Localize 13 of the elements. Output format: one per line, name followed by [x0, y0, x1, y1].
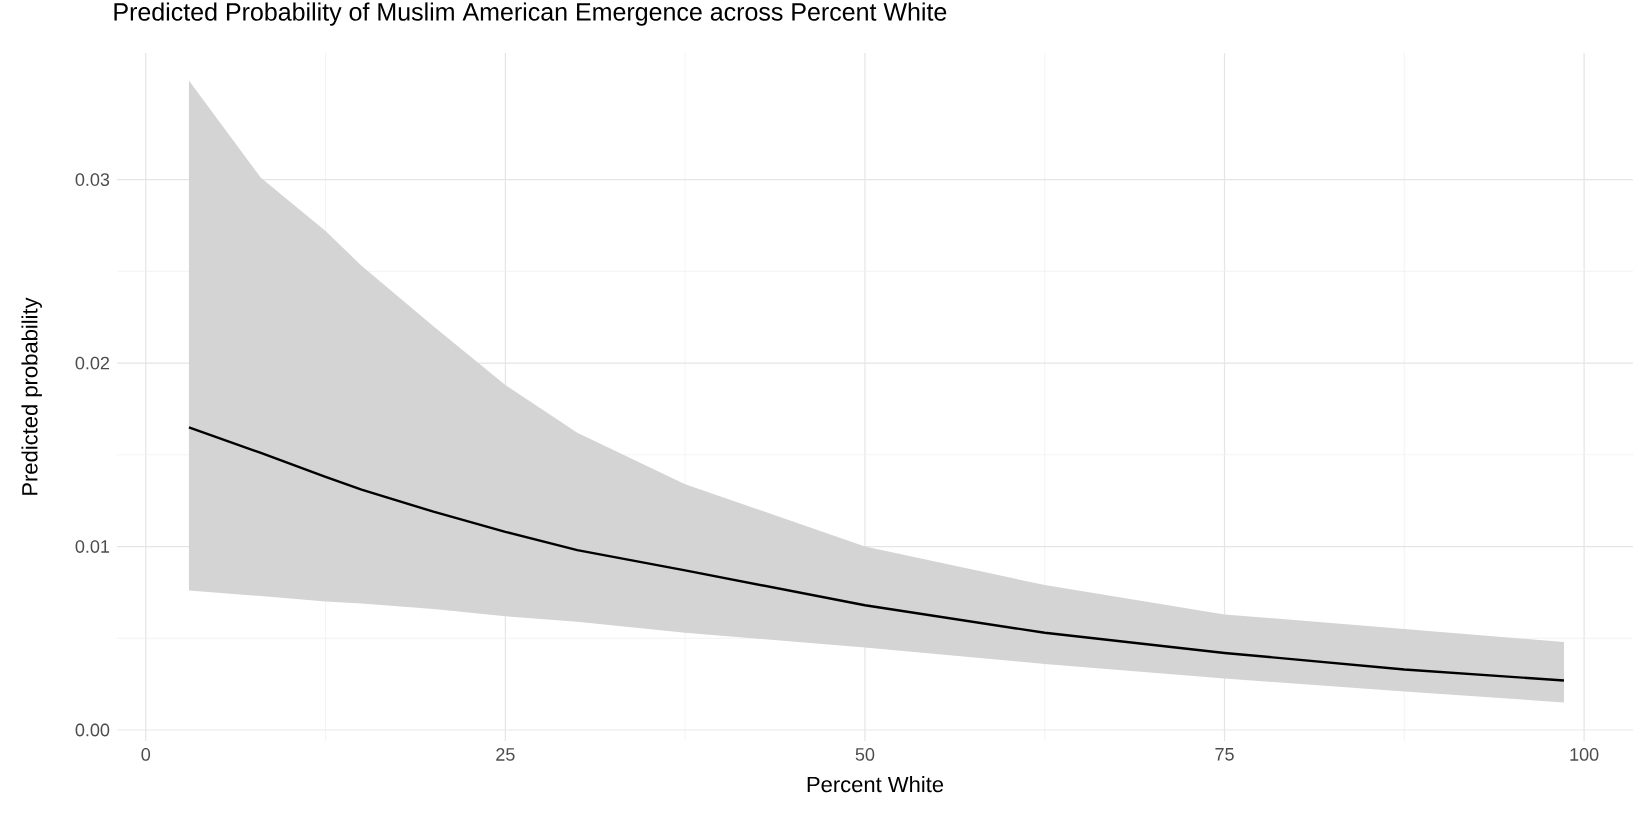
line-series	[187, 426, 1566, 682]
y-tick-label: 0.00	[75, 723, 110, 737]
y-axis-title: Predicted probability	[21, 297, 42, 495]
chart-title: Predicted Probability of Muslim American Emergence across Percent White	[114, 2, 947, 26]
y-tick-label: 0.01	[75, 540, 110, 553]
x-tick-label: 75	[1215, 748, 1234, 761]
x-tick-label: 100	[1570, 748, 1599, 761]
y-tick-label: 0.02	[75, 356, 110, 370]
y-tick-label: 0.03	[75, 173, 110, 186]
x-axis-title: Percent White	[807, 776, 944, 793]
x-tick-label: 50	[855, 748, 875, 761]
x-tick-label: 0	[141, 748, 151, 761]
x-tick-label: 25	[496, 748, 515, 761]
